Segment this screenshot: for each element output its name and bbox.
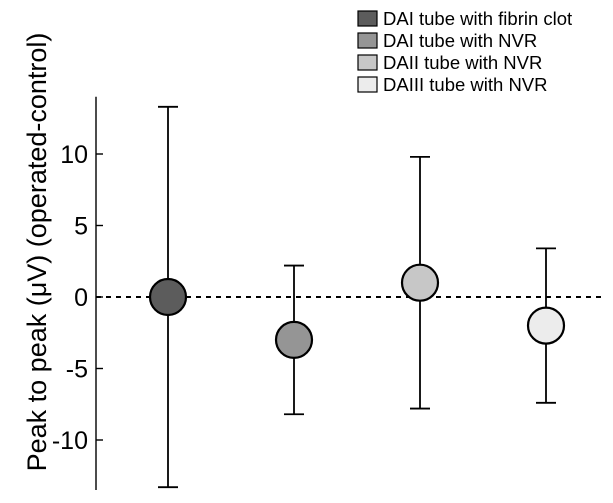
legend-label: DAII tube with NVR (383, 52, 542, 73)
legend-label: DAI tube with fibrin clot (383, 8, 572, 29)
legend-swatch (357, 10, 378, 27)
y-axis: 10 5 0 -5 -10 (52, 96, 103, 490)
y-tick-label: 0 (74, 284, 88, 312)
legend-swatch (357, 32, 378, 49)
data-point (274, 320, 314, 359)
y-tick-label: 10 (60, 141, 88, 169)
data-point (526, 306, 566, 345)
y-tick-label: -10 (52, 427, 88, 455)
y-tick-label: 5 (74, 213, 88, 241)
legend-swatch (357, 76, 378, 93)
legend-label: DAIII tube with NVR (383, 74, 548, 95)
legend-label: DAI tube with NVR (383, 30, 537, 51)
data-point (400, 263, 440, 302)
legend-swatch (357, 54, 378, 71)
y-tick-label: -5 (66, 356, 88, 384)
y-axis-label: Peak to peak (μV) (operated-control) (22, 33, 52, 472)
plot-area (96, 105, 606, 489)
data-point (148, 277, 188, 317)
